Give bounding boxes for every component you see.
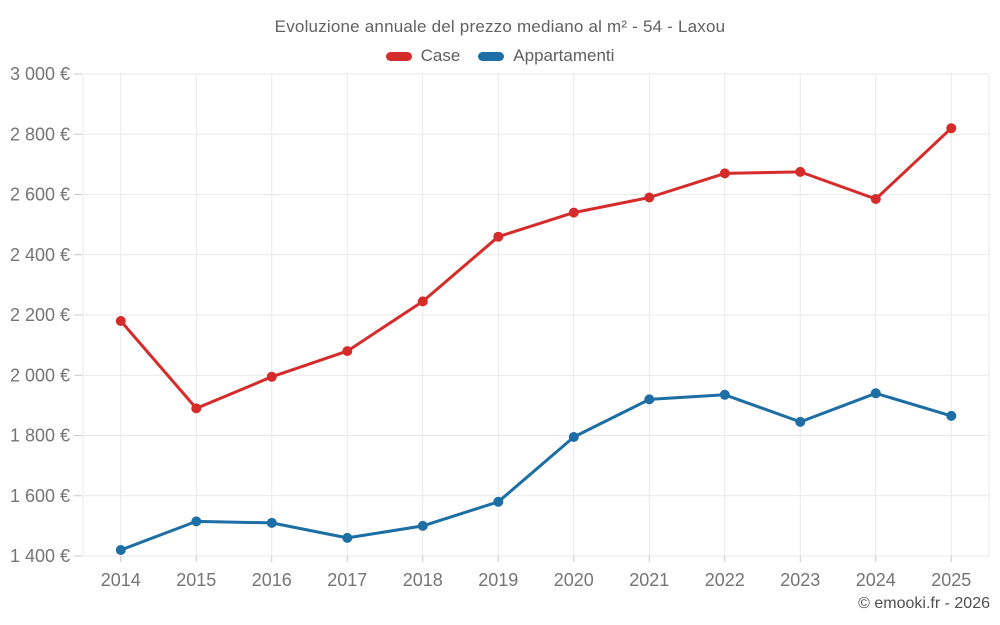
chart-legend: Case Appartamenti — [0, 46, 1000, 66]
data-point-case-2025[interactable] — [946, 123, 957, 134]
data-point-appartamenti-2017[interactable] — [342, 532, 353, 543]
data-point-case-2024[interactable] — [870, 194, 881, 204]
x-axis-label: 2022 — [705, 570, 745, 590]
data-point-appartamenti-2019[interactable] — [493, 496, 504, 507]
data-point-appartamenti-2018[interactable] — [417, 520, 428, 531]
chart-footer-credit: © emooki.fr - 2026 — [858, 595, 990, 612]
data-point-case-2014[interactable] — [115, 316, 126, 326]
legend-swatch-icon — [478, 51, 505, 61]
y-axis-label: 2 800 € — [10, 124, 70, 144]
data-point-appartamenti-2016[interactable] — [266, 517, 277, 528]
x-axis-label: 2023 — [780, 570, 820, 590]
y-axis-label: 2 600 € — [10, 185, 70, 205]
y-axis-label: 2 200 € — [10, 305, 70, 325]
data-point-appartamenti-2014[interactable] — [115, 545, 126, 555]
data-point-case-2018[interactable] — [417, 296, 428, 307]
legend-swatch-icon — [385, 51, 412, 61]
data-point-case-2015[interactable] — [191, 403, 202, 414]
legend-item-case[interactable]: Case — [385, 46, 461, 66]
legend-item-appartamenti[interactable]: Appartamenti — [478, 46, 614, 66]
data-point-appartamenti-2020[interactable] — [568, 432, 579, 442]
data-point-case-2017[interactable] — [342, 346, 353, 357]
data-point-appartamenti-2022[interactable] — [719, 389, 730, 400]
data-point-case-2021[interactable] — [644, 192, 655, 203]
data-point-case-2023[interactable] — [795, 166, 806, 177]
y-axis-label: 2 000 € — [10, 365, 70, 385]
data-point-appartamenti-2023[interactable] — [795, 416, 806, 427]
x-axis-label: 2017 — [327, 570, 367, 590]
x-axis-label: 2025 — [931, 570, 971, 590]
x-axis-label: 2019 — [478, 570, 518, 590]
x-axis-label: 2016 — [252, 570, 292, 590]
data-point-case-2020[interactable] — [568, 207, 579, 218]
data-point-case-2019[interactable] — [493, 231, 504, 242]
x-axis-label: 2024 — [856, 570, 896, 590]
y-axis-label: 3 000 € — [10, 64, 70, 84]
x-axis-label: 2018 — [403, 570, 443, 590]
data-point-appartamenti-2025[interactable] — [946, 410, 957, 421]
legend-label: Appartamenti — [513, 46, 615, 65]
x-axis-label: 2021 — [629, 570, 669, 590]
y-axis-label: 1 400 € — [10, 546, 70, 566]
x-axis-label: 2020 — [554, 570, 594, 590]
y-axis-label: 2 400 € — [10, 245, 70, 265]
data-point-case-2022[interactable] — [719, 168, 730, 179]
x-axis-label: 2015 — [176, 570, 216, 590]
data-point-appartamenti-2015[interactable] — [191, 516, 202, 527]
series-line-appartamenti — [119, 391, 953, 552]
chart-title: Evoluzione annuale del prezzo mediano al… — [274, 17, 726, 36]
series-line-case — [119, 126, 953, 410]
data-point-case-2016[interactable] — [266, 371, 277, 382]
x-axis-label: 2014 — [101, 570, 141, 590]
y-axis-label: 1 600 € — [10, 486, 70, 506]
y-axis-label: 1 800 € — [10, 426, 70, 446]
data-point-appartamenti-2021[interactable] — [644, 394, 655, 405]
legend-label: Case — [420, 46, 461, 65]
data-point-appartamenti-2024[interactable] — [870, 388, 881, 399]
